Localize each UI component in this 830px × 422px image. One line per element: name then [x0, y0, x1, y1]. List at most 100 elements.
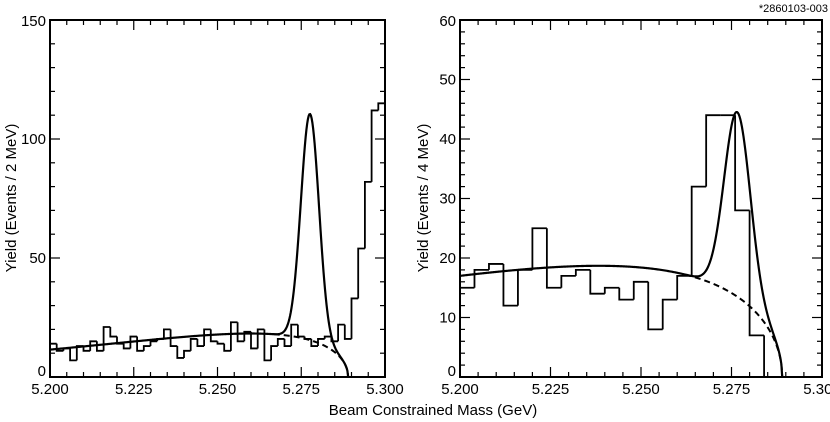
left-histogram-bin [82, 346, 91, 352]
right-x-tick-label: 5.250 [622, 381, 660, 398]
left-fit-background-curve [273, 333, 350, 378]
left-panel-fit [49, 112, 350, 378]
right-y-tick-label: 40 [439, 131, 456, 148]
left-histogram-bin [290, 323, 298, 347]
right-histogram-bin [763, 335, 779, 378]
right-histogram-bin [690, 185, 707, 276]
right-panel-fit [459, 110, 784, 378]
left-histogram-bin [337, 323, 345, 342]
right-y-tick-label: 10 [439, 310, 456, 327]
right-histogram-bin [488, 263, 504, 270]
left-histogram-bin [310, 338, 318, 347]
right-histogram-bin [705, 114, 721, 187]
left-histogram-bin [189, 338, 198, 351]
left-histogram-bin [243, 330, 251, 342]
right-y-tick-label: 30 [439, 191, 456, 208]
right-panel: 5.200 5.225 5.250 5.275 5.300 0 10 20 30 40 50 60 Y… [415, 13, 830, 398]
right-panel-histogram [459, 114, 779, 378]
right-fit-total-curve [459, 110, 784, 377]
left-x-tick-label: 5.225 [115, 381, 153, 398]
left-x-tick-label: 5.275 [282, 381, 320, 398]
left-histogram-bin [283, 338, 292, 347]
right-histogram-bin [676, 274, 692, 300]
left-histogram-bin [49, 342, 57, 377]
right-x-tick-label: 5.200 [441, 381, 479, 398]
left-panel: 5.200 5.225 5.250 5.275 5.300 0 50 100 150 Yield… [3, 13, 404, 398]
right-x-tick-label: 5.300 [803, 381, 830, 398]
right-histogram-bin [661, 298, 678, 330]
x-axis-title: Beam Constrained Mass (GeV) [329, 402, 537, 419]
right-histogram-bin [574, 269, 591, 276]
right-histogram-bin [531, 227, 547, 270]
left-histogram-bin [176, 346, 184, 359]
right-x-tick-label: 5.275 [713, 381, 751, 398]
right-y-tick-label: 60 [439, 13, 456, 30]
left-histogram-bin [343, 324, 352, 340]
left-histogram-bin [236, 322, 245, 343]
left-histogram-bin [323, 335, 332, 339]
left-histogram-bin [276, 338, 285, 347]
left-histogram-bin [75, 345, 84, 361]
left-histogram-bin [370, 109, 379, 182]
left-x-tick-label: 5.200 [31, 381, 69, 398]
left-histogram-bin [149, 340, 158, 347]
left-histogram-bin [203, 328, 211, 347]
right-histogram-bin [632, 280, 649, 300]
left-y-tick-label: 100 [21, 131, 46, 148]
right-y-tick-label: 20 [439, 250, 456, 267]
figure-id: *2860103-003 [759, 3, 828, 15]
left-panel-frame [49, 19, 386, 378]
left-histogram-bin [223, 343, 231, 352]
left-x-tick-label: 5.250 [199, 381, 237, 398]
left-histogram-bin [350, 297, 359, 339]
left-histogram-bin [109, 327, 117, 338]
left-histogram-bin [183, 349, 191, 358]
left-histogram-bin [263, 329, 272, 362]
right-histogram-bin [748, 210, 765, 337]
left-panel-ticks [49, 19, 386, 378]
right-histogram-bin [647, 281, 663, 331]
right-y-tick-label: 0 [448, 363, 456, 380]
left-histogram-bin [216, 341, 225, 345]
right-panel-y-axis-title: Yield (Events / 4 MeV) [415, 124, 432, 273]
right-histogram-bin [560, 274, 576, 288]
left-histogram-bin [209, 329, 218, 343]
left-y-tick-label: 0 [38, 363, 46, 380]
right-histogram-bin [734, 115, 750, 212]
right-y-tick-label: 50 [439, 72, 456, 89]
left-histogram-bin [364, 180, 372, 249]
left-histogram-bin [136, 336, 144, 352]
right-panel-ticks [459, 19, 823, 378]
right-histogram-bin [459, 286, 475, 377]
left-histogram-bin [129, 335, 138, 349]
left-histogram-bin [89, 340, 97, 351]
left-panel-y-axis-title: Yield (Events / 2 MeV) [3, 124, 20, 273]
left-histogram-bin [270, 345, 278, 361]
left-histogram-bin [196, 338, 205, 347]
right-x-tick-label: 5.225 [532, 381, 570, 398]
right-fit-background-curve [684, 273, 784, 378]
left-histogram-bin [163, 328, 171, 339]
right-histogram-bin [517, 269, 533, 306]
right-histogram-bin [473, 269, 489, 288]
left-histogram-bin [122, 343, 131, 350]
left-histogram-bin [102, 326, 111, 351]
left-histogram-bin [250, 331, 258, 350]
right-histogram-bin [618, 287, 634, 301]
right-histogram-bin [589, 269, 605, 295]
left-histogram-bin [256, 328, 265, 349]
right-panel-frame [459, 19, 823, 378]
left-histogram-bin [377, 102, 385, 111]
left-fit-total-curve [49, 112, 350, 378]
left-x-tick-label: 5.300 [366, 381, 404, 398]
left-histogram-bin [297, 324, 305, 338]
right-histogram-bin [545, 228, 562, 289]
left-histogram-bin [69, 348, 77, 362]
left-histogram-bin [230, 321, 238, 351]
left-histogram-bin [169, 329, 178, 347]
left-panel-labels: 5.200 5.225 5.250 5.275 5.300 0 50 100 150 [21, 13, 404, 398]
right-panel-labels: 5.200 5.225 5.250 5.275 5.300 0 10 20 30 40 50 60 [439, 13, 830, 398]
left-histogram-bin [142, 345, 151, 351]
right-histogram-bin [603, 286, 620, 294]
